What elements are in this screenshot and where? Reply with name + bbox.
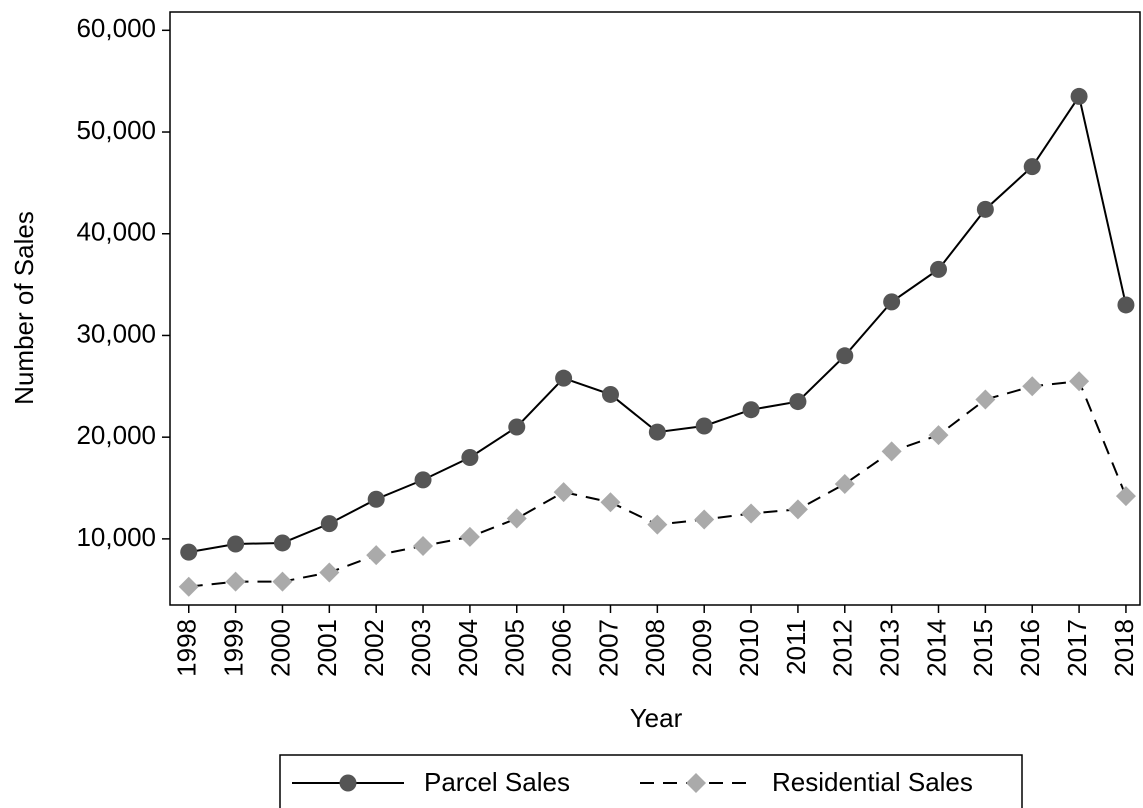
data-point [742, 401, 760, 419]
series-line [188, 93, 1127, 554]
data-point [1069, 371, 1090, 392]
data-point [459, 526, 480, 547]
data-point [461, 449, 479, 467]
data-point [883, 293, 901, 311]
data-point [694, 509, 715, 530]
data-point [787, 499, 808, 520]
x-tick-label: 2000 [265, 619, 295, 677]
data-point [414, 471, 432, 489]
data-point [1023, 158, 1041, 176]
y-axis-title: Number of Sales [9, 211, 39, 405]
data-point [834, 473, 855, 494]
data-point [320, 515, 338, 533]
data-point [1117, 296, 1135, 314]
y-tick-label: 40,000 [76, 217, 156, 247]
legend-box [279, 754, 1023, 808]
x-tick-label: 2018 [1109, 619, 1139, 677]
data-point [976, 200, 994, 218]
x-tick-label: 2016 [1015, 619, 1045, 677]
x-tick-label: 1998 [172, 619, 202, 677]
data-point [928, 425, 949, 446]
data-point [695, 417, 713, 435]
data-point [272, 571, 293, 592]
data-point [555, 369, 573, 387]
data-point [881, 441, 902, 462]
y-tick-label: 50,000 [76, 115, 156, 145]
y-tick-label: 20,000 [76, 420, 156, 450]
x-tick-label: 2005 [500, 619, 530, 677]
x-tick-label: 2001 [312, 619, 342, 677]
data-point [366, 545, 387, 566]
x-tick-label: 2011 [781, 619, 811, 675]
x-tick-label: 2017 [1062, 619, 1092, 677]
y-tick-label: 30,000 [76, 318, 156, 348]
data-point [647, 514, 668, 535]
data-point [1022, 376, 1043, 397]
legend-marker [339, 774, 357, 792]
x-tick-label: 2012 [828, 619, 858, 677]
data-point [227, 535, 245, 553]
data-point [413, 536, 434, 557]
legend-label: Parcel Sales [424, 767, 570, 797]
x-tick-label: 2010 [734, 619, 764, 677]
data-point [225, 571, 246, 592]
x-tick-label: 2015 [968, 619, 998, 677]
y-tick-label: 60,000 [76, 13, 156, 43]
x-tick-label: 1999 [218, 619, 248, 677]
data-point [648, 423, 666, 441]
x-tick-label: 2009 [687, 619, 717, 677]
data-point [789, 393, 807, 411]
x-tick-label: 2013 [875, 619, 905, 677]
y-tick-label: 10,000 [76, 522, 156, 552]
x-tick-label: 2006 [546, 619, 576, 677]
data-point [836, 347, 854, 365]
x-axis-title: Year [630, 703, 683, 733]
x-tick-label: 2004 [453, 619, 483, 677]
x-tick-label: 2014 [921, 619, 951, 677]
data-point [600, 492, 621, 513]
data-point [1115, 486, 1136, 507]
data-point [506, 508, 527, 529]
data-point [601, 385, 619, 403]
data-point [508, 418, 526, 436]
data-point [273, 534, 291, 552]
x-tick-label: 2002 [359, 619, 389, 677]
x-tick-label: 2008 [640, 619, 670, 677]
data-point [367, 490, 385, 508]
x-tick-label: 2003 [406, 619, 436, 677]
data-point [553, 482, 574, 503]
data-point [930, 260, 948, 278]
legend-marker [686, 773, 706, 793]
data-point [178, 576, 199, 597]
data-point [975, 389, 996, 410]
data-point [180, 543, 198, 561]
series-line [188, 380, 1127, 588]
legend-label: Residential Sales [772, 767, 973, 797]
x-tick-label: 2007 [593, 619, 623, 677]
data-point [319, 562, 340, 583]
data-point [741, 503, 762, 524]
plot-frame [169, 11, 1141, 606]
data-point [1070, 87, 1088, 105]
